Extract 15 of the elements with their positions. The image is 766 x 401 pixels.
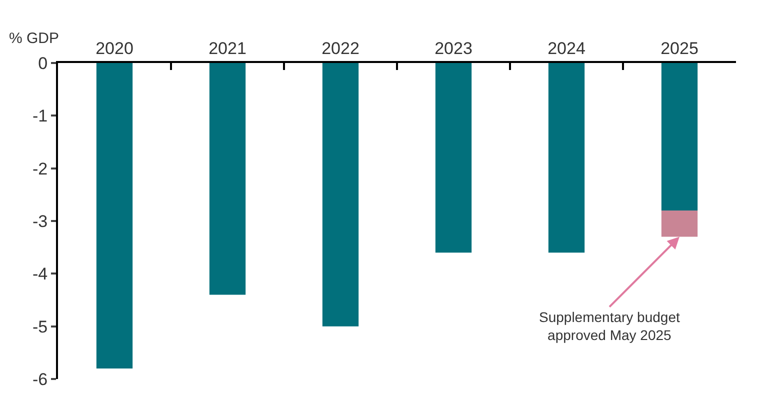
x-tick-label: 2025 [660, 39, 698, 58]
x-tick-label: 2022 [322, 39, 360, 58]
x-tick-label: 2023 [434, 39, 472, 58]
x-tick-label: 2024 [548, 39, 586, 58]
x-tick-label: 2021 [208, 39, 246, 58]
y-tick-label: -5 [32, 317, 48, 336]
y-tick-label: 0 [38, 54, 48, 73]
y-tick-label: -3 [32, 212, 48, 231]
x-tick-label: 2020 [96, 39, 134, 58]
y-tick-label: -4 [32, 264, 48, 284]
y-tick-label: -1 [32, 106, 48, 126]
annotation: Supplementary budget approved May 2025 [539, 309, 680, 344]
y-tick-label: -2 [32, 159, 48, 178]
y-axis-title: % GDP [9, 30, 60, 47]
y-tick-label: -6 [32, 370, 48, 389]
